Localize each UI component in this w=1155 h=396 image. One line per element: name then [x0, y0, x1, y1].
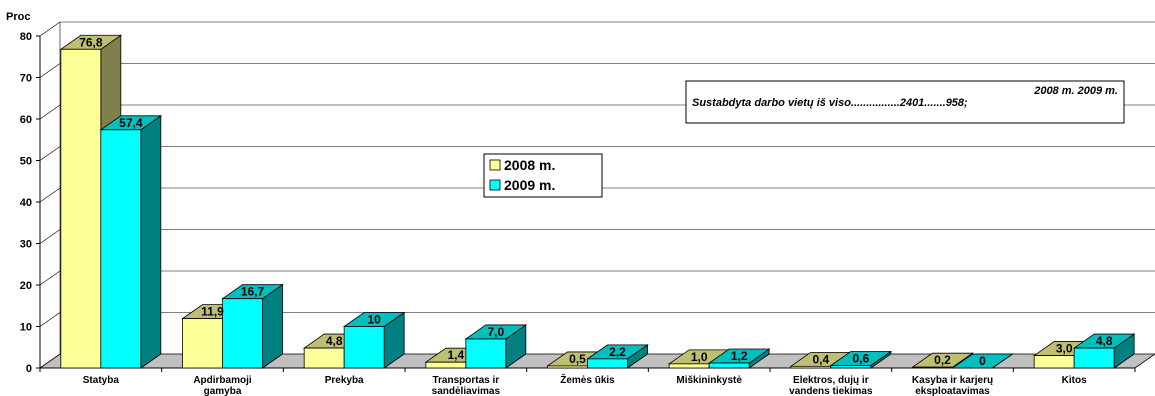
data-label: 57,4: [119, 116, 143, 130]
data-label: 3,0: [1056, 342, 1073, 356]
gridline-side: [39, 146, 61, 161]
data-label: 2,2: [609, 345, 626, 359]
data-label: 4,8: [326, 334, 343, 348]
bar-front: [668, 363, 710, 369]
bar-front: [587, 358, 628, 369]
legend-entry: 2008 m.: [504, 157, 555, 173]
legend-box: [483, 153, 603, 198]
bar: [342, 311, 406, 369]
data-label: 0,2: [934, 353, 951, 367]
bar: [221, 283, 284, 369]
data-label: 0: [979, 354, 986, 368]
bar-front: [708, 362, 750, 369]
data-label: 1,4: [447, 348, 464, 362]
legend-swatch: [489, 159, 501, 171]
category-label: Apdirbamoji gamyba: [193, 375, 252, 396]
legend: 2008 m. 2009 m.: [483, 153, 603, 198]
bar-front: [912, 366, 953, 369]
data-labels: 76,8 57,4 11,9 16,7 4,8 10 1,4 7,0 0,5 2,2 1,0 1,2 0…: [79, 35, 1113, 368]
y-tick-label: 80: [20, 31, 32, 43]
note-header: 2008 m. 2009 m.: [1033, 85, 1118, 97]
gridline-side: [39, 229, 61, 244]
bar: [951, 353, 1014, 369]
bar-front: [425, 361, 467, 369]
bar-side: [262, 283, 283, 369]
data-label: 0,4: [812, 352, 829, 366]
bar-front: [100, 129, 142, 369]
y-tick-label: 10: [20, 322, 32, 334]
category-label: Kitos: [1062, 375, 1087, 386]
data-label: 0,6: [852, 352, 869, 366]
y-tick-label: 20: [20, 280, 32, 292]
y-tick-label: 30: [20, 239, 32, 251]
category-label: Statyba: [83, 375, 120, 386]
bar-side: [140, 115, 162, 369]
bar-front: [790, 365, 832, 369]
y-tick-label: 70: [20, 73, 32, 85]
note-frame: [685, 80, 1125, 124]
data-label: 11,9: [201, 305, 224, 319]
bar: [829, 350, 893, 369]
data-label: 76,8: [79, 35, 103, 49]
gridline-side: [39, 104, 61, 120]
data-label: 16,7: [241, 285, 265, 299]
bar-front: [547, 365, 588, 369]
category-label: Žemės ūkis: [560, 373, 615, 386]
bar-front: [222, 298, 263, 369]
gridline-side: [39, 21, 61, 37]
category-label: Miškininkystė: [676, 375, 742, 386]
bars: [59, 34, 1136, 369]
bar-front: [343, 326, 385, 369]
y-axis-label: Proc: [6, 11, 30, 23]
category-label: Prekyba: [325, 375, 364, 386]
bar-top: [951, 353, 1014, 369]
data-label: 1,2: [731, 349, 748, 363]
legend-entry: 2009 m.: [504, 177, 555, 193]
bar: [707, 348, 771, 369]
note-text: Sustabdyta darbo vietų iš viso..........…: [692, 97, 968, 109]
category-label: Transportas ir sandėliavimas: [432, 375, 501, 396]
gridline-side: [39, 312, 61, 327]
legend-swatch: [489, 179, 501, 191]
bar: [1072, 333, 1136, 369]
bar: [464, 324, 528, 369]
y-tick-label: 50: [20, 156, 32, 168]
bar: [586, 344, 649, 369]
gridline-side: [39, 270, 61, 286]
bar-front: [303, 347, 345, 369]
data-label: 7,0: [487, 325, 504, 339]
data-label: 1,0: [691, 350, 708, 364]
y-tick-label: 0: [26, 363, 32, 375]
bar-front: [465, 338, 507, 369]
note-box: 2008 m. 2009 m. Sustabdyta darbo vietų iš…: [685, 80, 1125, 124]
bar-front: [830, 365, 872, 369]
y-tick-label: 60: [20, 114, 32, 126]
gridline-side: [39, 63, 61, 78]
bar-front: [182, 318, 223, 369]
category-label: Elektros, dujų ir vandens tiekimas: [789, 375, 873, 396]
bar-front: [1073, 347, 1115, 369]
data-label: 10: [367, 313, 381, 327]
bar-front: [1033, 355, 1075, 369]
data-label: 0,5: [569, 352, 586, 366]
category-label: Kasyba ir karjerų eksploatavimas: [912, 375, 993, 396]
gridline-side: [39, 187, 61, 203]
bar: [99, 115, 163, 369]
y-tick-label: 40: [20, 197, 32, 209]
data-label: 4,8: [1096, 334, 1113, 348]
category-labels: Statyba Apdirbamoji gamyba Prekyba Transport…: [83, 373, 1087, 396]
bar-front: [60, 48, 102, 369]
